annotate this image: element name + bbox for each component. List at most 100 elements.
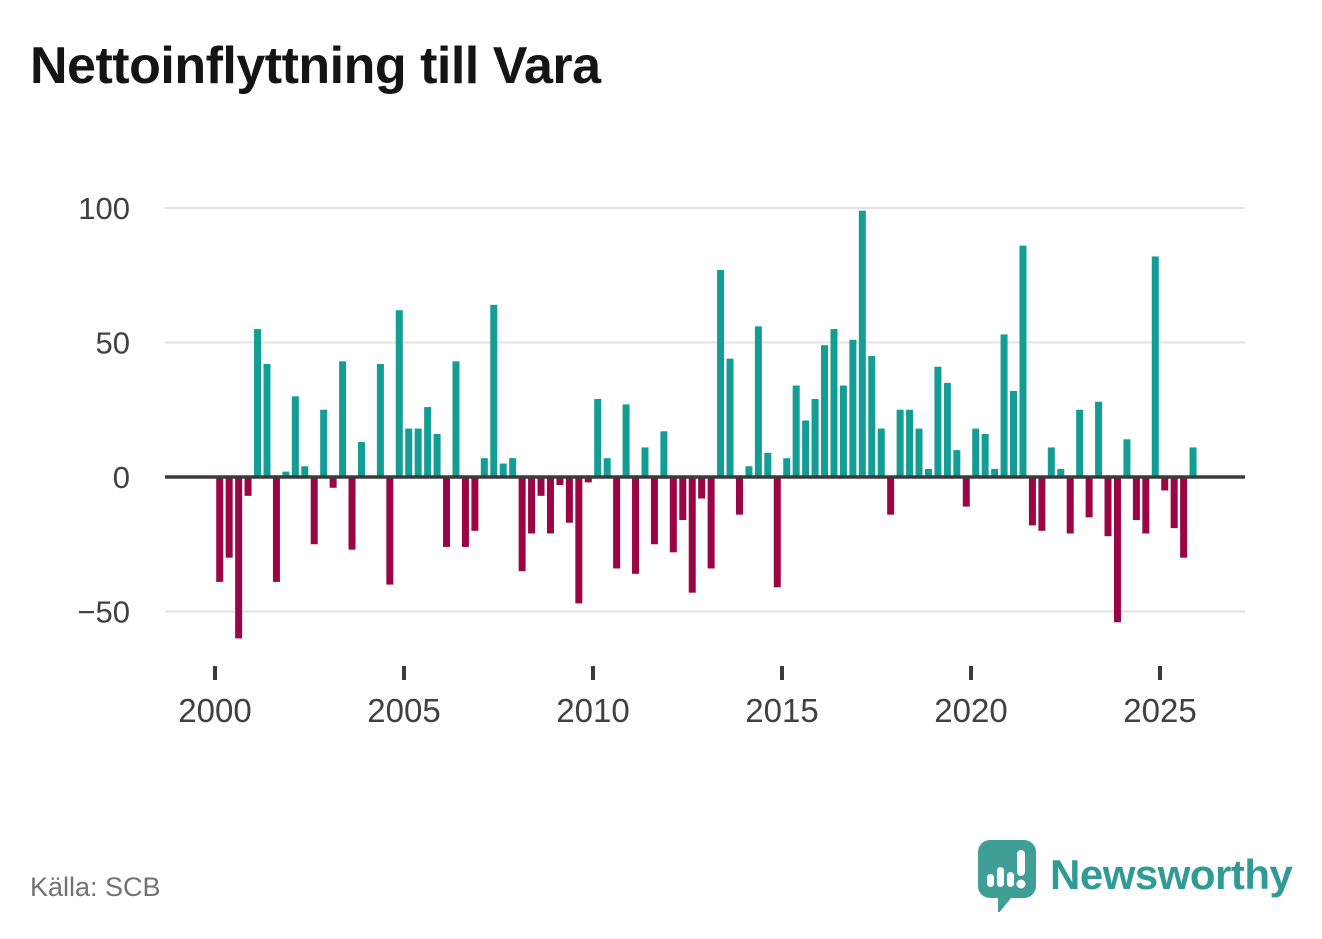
logo-exclamation-dot (1016, 879, 1026, 889)
bars (216, 210, 1197, 639)
bar-2003Q4 (357, 442, 365, 477)
bar-2005Q4 (433, 433, 441, 477)
gridlines (165, 207, 1245, 613)
bar-2002Q4 (320, 409, 328, 477)
bar-2018Q4 (924, 468, 932, 477)
bar-2005Q3 (424, 407, 432, 477)
bar-2009Q2 (565, 477, 573, 523)
bar-2013Q1 (707, 477, 715, 569)
bar-2000Q2 (225, 477, 233, 558)
bar-2009Q4 (584, 477, 592, 483)
bar-2023Q3 (1104, 477, 1112, 537)
bar-2004Q4 (395, 310, 403, 477)
bar-2009Q1 (556, 477, 564, 486)
bar-2002Q2 (301, 466, 309, 477)
bar-2022Q1 (1047, 447, 1055, 477)
bar-2020Q3 (991, 468, 999, 477)
logo-bar-1 (987, 874, 994, 887)
bar-2007Q3 (499, 463, 507, 477)
y-tick-label: −50 (77, 595, 130, 630)
logo-bar-2 (997, 867, 1004, 887)
bar-2007Q1 (480, 458, 488, 477)
bar-2015Q1 (783, 458, 791, 477)
bar-2025Q2 (1170, 477, 1178, 529)
bar-2016Q4 (849, 339, 857, 477)
bar-2002Q3 (310, 477, 318, 545)
newsworthy-logo-icon (978, 840, 1036, 912)
bar-2007Q4 (509, 458, 517, 477)
bar-2001Q4 (282, 471, 290, 477)
bar-2002Q1 (291, 396, 299, 477)
bar-2020Q4 (1000, 334, 1008, 477)
bar-2015Q3 (802, 420, 810, 477)
bar-2024Q2 (1132, 477, 1140, 521)
bar-2014Q4 (773, 477, 781, 588)
bar-2024Q3 (1142, 477, 1150, 534)
bar-2012Q3 (688, 477, 696, 593)
bar-2013Q3 (726, 358, 734, 477)
x-tick-label: 2005 (367, 692, 440, 729)
bar-2010Q3 (613, 477, 621, 569)
bar-2011Q1 (632, 477, 640, 574)
bar-2008Q3 (537, 477, 545, 496)
bar-2013Q4 (735, 477, 743, 515)
logo-exclamation-bar (1017, 850, 1025, 876)
bar-2003Q1 (329, 477, 337, 488)
bar-2023Q4 (1113, 477, 1121, 623)
bar-2013Q2 (717, 269, 725, 477)
bar-2008Q1 (518, 477, 526, 572)
bar-2017Q3 (877, 428, 885, 477)
bar-2011Q2 (641, 447, 649, 477)
bar-2019Q2 (943, 382, 951, 477)
bar-2010Q2 (603, 458, 611, 477)
brand-footer: Newsworthy (976, 838, 1293, 912)
bar-2014Q2 (754, 326, 762, 477)
x-tick-label: 2020 (934, 692, 1007, 729)
bar-2001Q1 (254, 329, 262, 477)
page-title: Nettoinflyttning till Vara (30, 37, 601, 95)
x-tick-label: 2000 (178, 692, 251, 729)
bar-2021Q1 (1010, 390, 1018, 477)
bar-2017Q2 (868, 355, 876, 477)
bar-2020Q2 (981, 433, 989, 477)
bar-2024Q1 (1123, 439, 1131, 477)
y-tick-label: 50 (96, 326, 130, 361)
bar-2019Q1 (934, 366, 942, 477)
bar-2005Q1 (405, 428, 413, 477)
logo-bar-3 (1007, 872, 1014, 887)
bar-2012Q2 (679, 477, 687, 521)
x-ticks (213, 666, 1162, 680)
bar-2001Q3 (272, 477, 280, 582)
bar-2023Q1 (1085, 477, 1093, 518)
bar-2001Q2 (263, 364, 271, 477)
bar-2014Q1 (745, 466, 753, 477)
bar-2012Q1 (669, 477, 677, 553)
bar-2023Q2 (1095, 401, 1103, 477)
bar-2015Q4 (811, 398, 819, 477)
bar-2012Q4 (698, 477, 706, 499)
bar-2018Q1 (896, 409, 904, 477)
bar-2011Q4 (660, 431, 668, 477)
x-tick-label: 2010 (556, 692, 629, 729)
bar-2004Q3 (386, 477, 394, 585)
bar-2010Q4 (622, 404, 630, 477)
y-tick-label: 0 (113, 460, 130, 495)
brand-name: Newsworthy (1050, 851, 1293, 898)
bar-2024Q4 (1151, 256, 1159, 477)
x-tick-label: 2025 (1123, 692, 1196, 729)
bar-2011Q3 (650, 477, 658, 545)
bar-2025Q3 (1180, 477, 1188, 558)
bar-2021Q2 (1019, 245, 1027, 477)
bar-2025Q4 (1189, 447, 1197, 477)
bar-2022Q2 (1057, 468, 1065, 477)
bar-2016Q1 (821, 345, 829, 477)
bar-2016Q2 (830, 329, 838, 477)
bar-2000Q1 (216, 477, 224, 582)
bar-2008Q2 (528, 477, 536, 534)
bar-2000Q4 (244, 477, 252, 496)
bar-2006Q3 (461, 477, 469, 547)
bar-2004Q2 (376, 364, 384, 477)
bar-2016Q3 (839, 385, 847, 477)
y-tick-label: 100 (78, 191, 130, 226)
